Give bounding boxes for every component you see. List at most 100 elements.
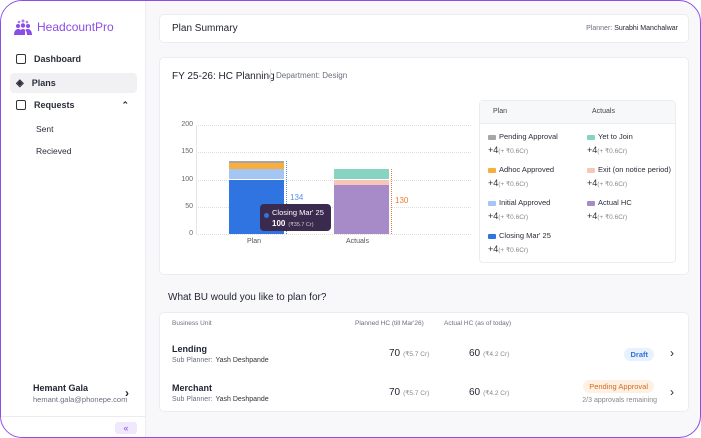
chevron-right-icon[interactable]: › [670,385,674,399]
total-label: 130 [395,196,409,205]
legend-swatch [488,167,496,173]
col-planned-hc: Planned HC (till Mar'26) [355,320,424,327]
legend-value: +4(+ ₹0.6Cr) [488,244,528,254]
sidebar-item-plans[interactable]: ◈ Plans [10,73,137,93]
status-badge: Pending Approval [583,380,654,393]
actual-amount: (₹4.2 Cr) [483,390,510,397]
approval-note: 2/3 approvals remaining [582,397,657,404]
department: Department: Design [270,69,347,83]
legend-value: +4(+ ₹0.6Cr) [488,178,528,188]
gridline [196,234,471,235]
bu-row[interactable]: Lending Sub Planner: Yash Deshpande 70 (₹5.7… [160,339,688,376]
total-label: 134 [290,193,304,202]
sub-planner-name: Yash Deshpande [215,357,269,364]
x-tick-label: Plan [247,238,262,245]
legend-value: +4(+ ₹0.6Cr) [587,145,627,155]
legend-amount: (+ ₹0.6Cr) [597,214,628,221]
sub-planner-label: Sub Planner: [172,357,213,364]
y-tick-label: 50 [185,202,193,210]
sidebar-item-requests[interactable]: Requests ⌃ [10,95,137,115]
legend-count: +4 [587,178,598,188]
legend-count: +4 [587,211,598,221]
legend-label: Closing Mar' 25 [499,231,551,240]
logo[interactable]: HeadcountPro [14,19,114,35]
chart-tooltip: Closing Mar' 25 100 (₹35.7 Cr) [260,204,331,231]
bar-segment[interactable] [334,168,389,180]
bu-name: Merchant [172,383,213,393]
bu-table: Business Unit Planned HC (till Mar'26) A… [159,312,689,412]
planner-label: Planner: [586,25,613,32]
tooltip-amount: (₹35.7 Cr) [288,222,314,228]
legend-swatch [488,200,496,206]
col-actual-hc: Actual HC (as of today) [444,320,512,327]
sidebar: HeadcountPro Dashboard ◈ Plans Requests ⌃ … [1,1,146,437]
legend-amount: (+ ₹0.6Cr) [597,181,628,188]
collapse-sidebar-button[interactable]: « [115,422,137,434]
requests-icon [16,100,26,110]
bu-question: What BU would you like to plan for? [168,292,327,303]
chevron-right-icon[interactable]: › [125,386,129,400]
legend-item: Initial Approved [488,198,550,207]
bu-name: Lending [172,344,207,354]
status-badge: Draft [624,348,654,361]
actual-hc: 60 (₹4.2 Cr) [469,387,509,398]
bu-row[interactable]: Merchant Sub Planner: Yash Deshpande 70 (₹5.… [160,378,688,415]
actual-amount: (₹4.2 Cr) [483,351,510,358]
header-card: Plan Summary Planner: Surabhi Manchalwar [159,14,689,43]
legend-item: Pending Approval [488,132,558,141]
bar-segment[interactable] [334,179,389,185]
chevron-right-icon[interactable]: › [670,346,674,360]
legend-amount: (+ ₹0.6Cr) [498,214,529,221]
bar-segment[interactable] [229,168,284,180]
legend-count: +4 [488,178,499,188]
user-email: hemant.gala@phonepe.com [33,395,128,404]
layers-icon: ◈ [16,77,24,89]
sidebar-item-sent[interactable]: Sent [36,124,54,134]
legend-count: +4 [488,211,499,221]
total-marker [391,168,392,234]
y-tick-label: 100 [181,175,193,183]
y-tick-label: 0 [189,230,193,237]
legend-item: Yet to Join [587,132,633,141]
legend-label: Actual HC [598,198,632,207]
legend-swatch [488,134,496,140]
user-name: Hemant Gala [33,383,89,393]
legend-item: Closing Mar' 25 [488,231,551,240]
gridline [196,152,471,154]
sub-planner-name: Yash Deshpande [215,396,269,403]
bar-segment[interactable] [334,184,389,234]
gridline [196,179,471,181]
planned-hc: 70 (₹5.7 Cr) [389,387,429,398]
legend-value: +4(+ ₹0.6Cr) [587,211,627,221]
legend-actuals-header: Actuals [592,108,615,115]
tooltip-series: Closing Mar' 25 [272,208,324,217]
y-tick-label: 150 [181,148,193,156]
legend-value: +4(+ ₹0.6Cr) [587,178,627,188]
sidebar-item-recieved[interactable]: Recieved [36,146,72,156]
planned-amount: (₹5.7 Cr) [403,351,430,358]
planned-count: 70 [389,387,401,398]
legend-count: +4 [488,145,499,155]
gridline [196,206,471,208]
legend-label: Exit (on notice period) [598,165,671,174]
bar-segment[interactable] [229,162,284,169]
legend-plan-header: Plan [493,108,508,115]
gridline [196,125,471,126]
bar-segment[interactable] [229,160,284,163]
legend-swatch [587,134,595,140]
people-icon [14,19,32,35]
y-axis [196,125,197,235]
y-tick-label: 200 [181,121,193,128]
sub-planner: Sub Planner: Yash Deshpande [172,396,269,403]
app-name: HeadcountPro [37,20,114,34]
legend-count: +4 [488,244,499,254]
tooltip-value: 100 [272,219,286,228]
legend-item: Actual HC [587,198,632,207]
sidebar-item-dashboard[interactable]: Dashboard [10,49,137,69]
col-business-unit: Business Unit [172,320,212,327]
legend-count: +4 [587,145,598,155]
actual-count: 60 [469,387,481,398]
legend-amount: (+ ₹0.6Cr) [498,247,529,254]
page-title: Plan Summary [172,23,238,34]
